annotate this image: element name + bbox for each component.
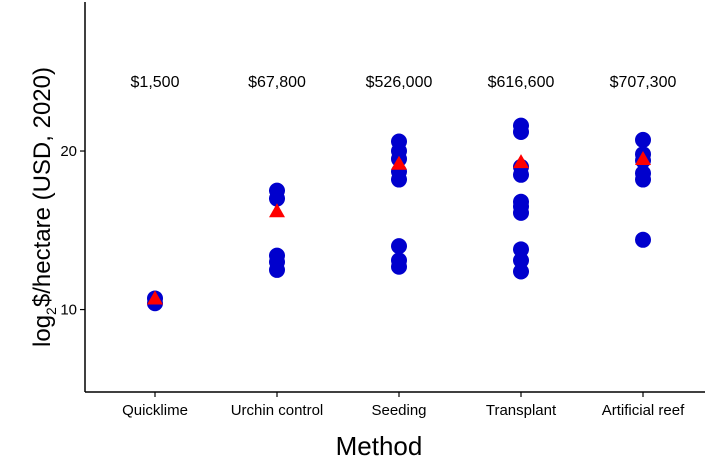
cost-annotation: $526,000 (366, 74, 433, 91)
data-point (269, 261, 285, 278)
mean-marker (513, 154, 529, 169)
cost-annotation: $67,800 (248, 74, 306, 91)
x-tick-label: Artificial reef (602, 402, 685, 419)
y-axis-title-suffix: $/hectare (USD, 2020) (29, 67, 56, 307)
data-point (635, 131, 651, 148)
data-points (147, 117, 651, 312)
y-axis-title-subscript: 2 (43, 307, 59, 315)
data-point (391, 171, 407, 188)
data-point (513, 263, 529, 280)
data-point (391, 238, 407, 255)
data-point (635, 231, 651, 248)
x-tick-label: Quicklime (122, 402, 188, 419)
cost-annotation: $707,300 (610, 74, 677, 91)
data-point (513, 241, 529, 258)
y-tick-label: 20 (60, 143, 77, 160)
cost-annotation: $1,500 (131, 74, 180, 91)
data-point (635, 171, 651, 188)
data-point (269, 190, 285, 207)
x-tick-label: Seeding (371, 402, 426, 419)
data-point (513, 204, 529, 221)
data-point (513, 252, 529, 269)
mean-marker (147, 290, 163, 305)
mean-marker (391, 155, 407, 170)
y-axis-title-prefix: log (29, 315, 56, 347)
x-axis-title: Method (336, 431, 423, 458)
y-tick-label: 10 (60, 302, 77, 319)
axes (84, 2, 705, 393)
y-ticks: 10 20 (60, 143, 85, 319)
x-tick-label: Urchin control (231, 402, 324, 419)
data-point (391, 258, 407, 275)
mean-marker (635, 150, 651, 165)
x-tick-label: Transplant (486, 402, 557, 419)
cost-labels: $1,500 $67,800 $526,000 $616,600 $707,300 (131, 74, 677, 91)
data-point (513, 166, 529, 183)
data-point (513, 124, 529, 140)
cost-annotation: $616,600 (488, 74, 555, 91)
y-axis-title: log2$/hectare (USD, 2020) (29, 67, 59, 347)
mean-marker (269, 203, 285, 218)
x-ticks: Quicklime Urchin control Seeding Transplant… (122, 392, 685, 419)
mean-markers (147, 150, 651, 305)
